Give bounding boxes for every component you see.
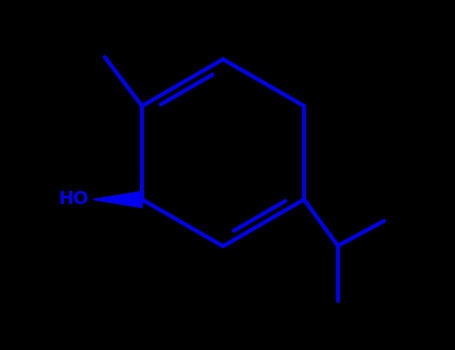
Text: HO: HO (58, 190, 89, 209)
Polygon shape (93, 191, 142, 208)
